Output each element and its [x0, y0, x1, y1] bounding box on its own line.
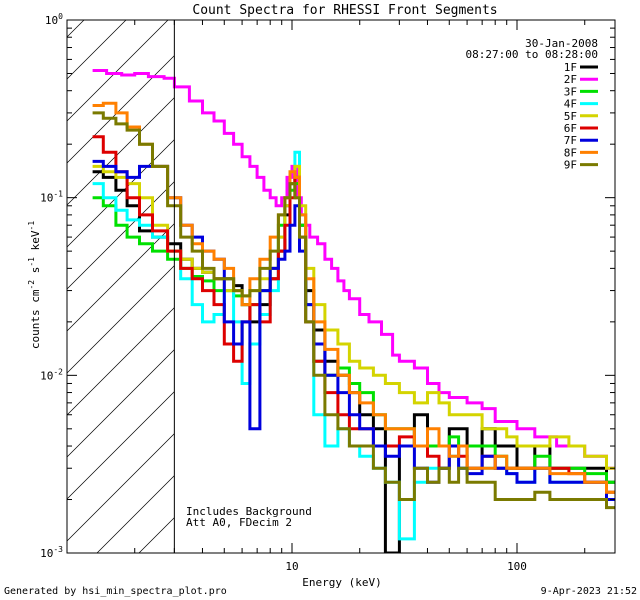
hatch-line [67, 55, 175, 164]
series-2F [92, 69, 615, 470]
hatch-line [67, 433, 175, 542]
axis-ticks [66, 19, 615, 554]
date-label: 30-Jan-2008 [525, 37, 598, 50]
footer-timestamp: 9-Apr-2023 21:52 [541, 586, 637, 597]
hatch-line [67, 181, 175, 290]
hatch-line [67, 265, 175, 374]
y-tick-labels: 100 10-1 10-2 10-3 [40, 12, 63, 560]
x-tick-label: 10 [285, 560, 298, 573]
hatched-region [67, 20, 640, 553]
hatch-line [67, 20, 127, 80]
y-tick-label: 10-3 [40, 545, 63, 560]
series-4F [92, 150, 615, 541]
y-tick-label: 10-1 [40, 190, 63, 205]
annotation-background: Includes Background [186, 505, 312, 518]
hatch-line [67, 20, 85, 38]
hatch-line [67, 391, 175, 500]
annotation-attenuator: Att A0, FDecim 2 [186, 516, 292, 529]
legend-label-4F: 4F [564, 98, 577, 111]
chart-title: Count Spectra for RHESSI Front Segments [192, 3, 497, 18]
y-tick-label: 100 [45, 12, 63, 27]
hatch-line [67, 20, 169, 122]
legend-label-1F: 1F [564, 61, 577, 74]
time-range-label: 08:27:00 to 08:28:00 [466, 48, 598, 61]
hatch-line [433, 20, 640, 553]
x-axis-label: Energy (keV) [302, 576, 381, 589]
legend-label-8F: 8F [564, 146, 577, 159]
legend-label-3F: 3F [564, 85, 577, 98]
x-tick-label: 100 [507, 560, 527, 573]
legend-label-5F: 5F [564, 110, 577, 123]
y-axis-label: counts cm-2 s-1 keV-1 [27, 221, 42, 349]
legend-label-2F: 2F [564, 73, 577, 86]
footer-generated-by: Generated by hsi_min_spectra_plot.pro [4, 586, 227, 597]
series-group [92, 69, 615, 553]
legend-label-6F: 6F [564, 122, 577, 135]
legend-label-7F: 7F [564, 134, 577, 147]
hatch-line [67, 97, 175, 206]
x-tick-labels: 10 100 [285, 560, 527, 573]
series-5F [92, 164, 615, 470]
series-9F [92, 111, 615, 510]
hatch-line [67, 223, 175, 332]
y-tick-label: 10-2 [40, 367, 63, 382]
legend-label-9F: 9F [564, 159, 577, 172]
plot-frame [66, 19, 616, 554]
